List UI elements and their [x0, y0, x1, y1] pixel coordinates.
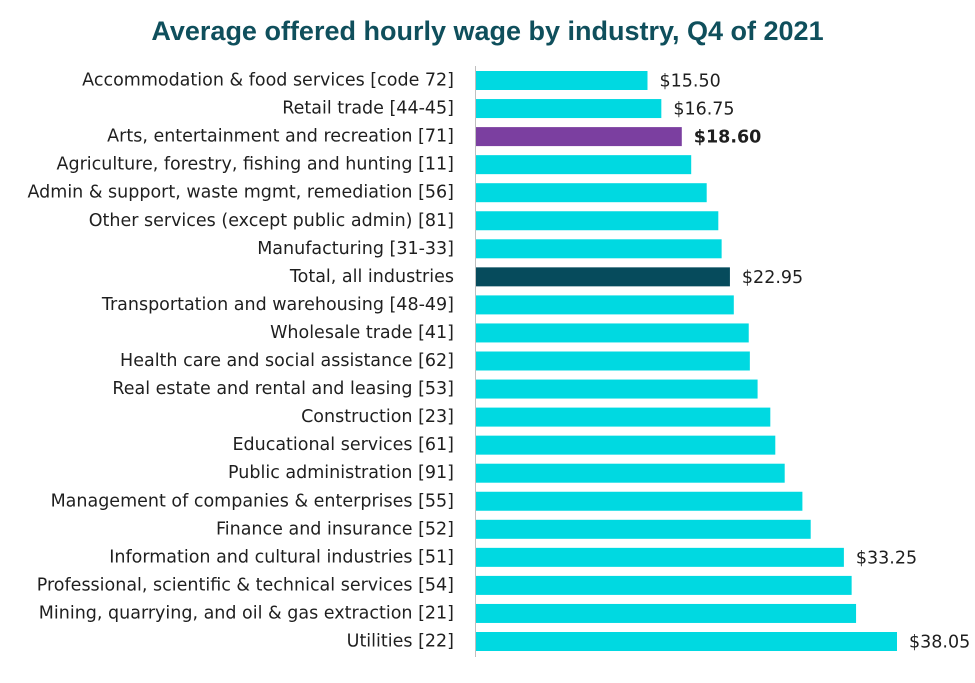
bar — [476, 239, 722, 259]
bar — [476, 99, 662, 119]
category-label: Wholesale trade [41] — [270, 323, 454, 343]
category-label: Utilities [22] — [347, 632, 454, 652]
bar — [476, 183, 707, 203]
category-label: Arts, entertainment and recreation [71] — [107, 127, 454, 147]
bar — [476, 519, 811, 539]
bar — [476, 295, 734, 315]
data-label: $22.95 — [742, 268, 803, 288]
bar — [476, 127, 682, 147]
category-labels-group: Accommodation & food services [code 72] R… — [28, 71, 455, 652]
data-label: $38.05 — [909, 633, 970, 653]
category-label: Total, all industries — [289, 267, 454, 287]
category-label: Agriculture, forestry, fishing and hunti… — [57, 155, 455, 175]
data-label: $16.75 — [673, 100, 734, 120]
category-label: Finance and insurance [52] — [216, 519, 454, 539]
category-label: Professional, scientific & technical ser… — [37, 575, 454, 595]
data-label: $15.50 — [659, 72, 720, 92]
bar — [476, 155, 692, 175]
category-label: Educational services [61] — [232, 435, 454, 455]
bar — [476, 632, 897, 651]
bar — [476, 435, 776, 455]
category-label: Health care and social assistance [62] — [120, 351, 454, 371]
chart-title: Average offered hourly wage by industry,… — [151, 16, 824, 46]
bar — [476, 267, 730, 287]
category-label: Accommodation & food services [code 72] — [82, 71, 454, 91]
bar — [476, 71, 648, 90]
category-label: Admin & support, waste mgmt, remediation… — [28, 183, 455, 203]
category-label: Transportation and warehousing [48-49] — [101, 295, 454, 315]
category-label: Public administration [91] — [228, 463, 454, 483]
bar — [476, 603, 857, 623]
category-label: Management of companies & enterprises [5… — [51, 491, 454, 511]
category-label: Construction [23] — [301, 407, 454, 427]
bars-group — [476, 71, 897, 651]
category-label: Manufacturing [31-33] — [257, 239, 454, 259]
category-label: Mining, quarrying, and oil & gas extract… — [39, 603, 454, 623]
category-label: Real estate and rental and leasing [53] — [112, 379, 454, 399]
bar — [476, 379, 758, 399]
category-label: Other services (except public admin) [81… — [89, 211, 454, 231]
data-label: $33.25 — [856, 548, 917, 568]
bar — [476, 575, 852, 595]
data-label: $18.60 — [694, 128, 762, 148]
bar — [476, 211, 719, 231]
data-labels-group: $15.50 $16.75 $18.60 $22.95 $33.25 $38.05 — [659, 72, 970, 653]
category-label: Retail trade [44-45] — [282, 99, 454, 119]
bar — [476, 351, 750, 371]
bar — [476, 547, 844, 567]
category-label: Information and cultural industries [51] — [109, 547, 454, 567]
bar — [476, 463, 785, 483]
bar — [476, 323, 749, 343]
bar — [476, 407, 771, 427]
bar — [476, 491, 803, 511]
